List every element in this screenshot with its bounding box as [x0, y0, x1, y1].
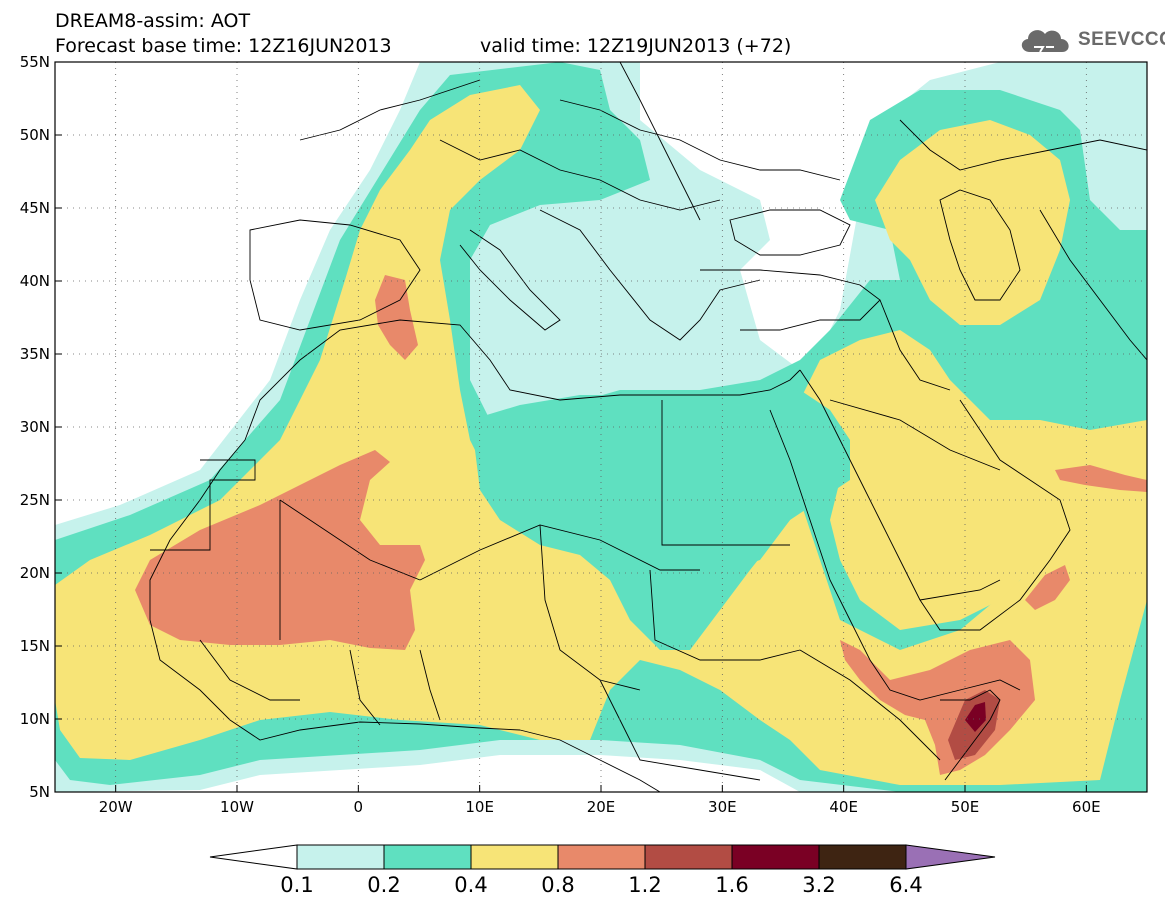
lon-tick-label: 60E: [1072, 798, 1101, 816]
lat-tick-label: 45N: [20, 199, 50, 217]
lon-tick-label: 30E: [708, 798, 737, 816]
lon-tick-label: 20E: [587, 798, 616, 816]
border-west-africa-1: [199, 639, 300, 701]
colorbar-box: [557, 844, 646, 870]
valid-time: valid time: 12Z19JUN2013 (+72): [480, 35, 792, 57]
border-sahel: [419, 524, 700, 581]
coastline-west-africa: [149, 439, 521, 741]
colorbar-label: 6.4: [889, 873, 922, 897]
border-libya-egypt: [661, 400, 790, 546]
colorbar-high-arrow: [905, 844, 996, 870]
colorbar-box: [296, 844, 385, 870]
coastline-gulf-of-guinea: [519, 729, 661, 792]
aot-field-1.6: [965, 702, 986, 732]
lat-tick-label: 20N: [20, 564, 50, 582]
border-iran-east: [1039, 209, 1147, 361]
coastline-iberia: [249, 219, 421, 331]
colorbar-box: [470, 844, 559, 870]
coastline-europe-north: [299, 79, 481, 141]
colorbar-box: [644, 844, 733, 870]
map-title: DREAM8-assim: AOT: [55, 10, 251, 32]
longitude-axis: 20W 10W 0 10E 20E 30E 40E 50E 60E: [99, 785, 1101, 816]
lat-tick-label: 35N: [20, 345, 50, 363]
coastline-north-africa: [244, 319, 801, 441]
lon-tick-label: 0: [354, 798, 364, 816]
colorbar-label: 0.4: [454, 873, 487, 897]
colorbar-label: 1.6: [715, 873, 748, 897]
lon-tick-label: 20W: [99, 798, 133, 816]
coastline-black-sea: [729, 209, 851, 256]
lat-tick-label: 25N: [20, 491, 50, 509]
lat-tick-label: 50N: [20, 126, 50, 144]
border-europe-2: [559, 99, 841, 181]
coastline-balkans: [539, 209, 761, 341]
lon-tick-label: 50E: [951, 798, 980, 816]
aot-field-0.8-gulf: [1055, 465, 1147, 492]
colorbar-box: [731, 844, 820, 870]
lat-tick-label: 10N: [20, 710, 50, 728]
lat-tick-label: 30N: [20, 418, 50, 436]
border-west-africa-2: [349, 649, 381, 726]
border-saudi-yemen: [919, 579, 1001, 601]
lon-tick-label: 10W: [220, 798, 254, 816]
colorbar-label: 0.2: [367, 873, 400, 897]
lat-tick-label: 15N: [20, 637, 50, 655]
aot-field-0.4-arabia: [800, 330, 1147, 630]
colorbar-label: 0.1: [280, 873, 313, 897]
graticule: [55, 62, 1147, 792]
colorbar-low-arrow: [209, 844, 298, 870]
border-sudan: [649, 569, 801, 661]
aot-field-0.8-horn: [840, 640, 1035, 775]
seevccc-logo: SEEVCCC: [1016, 22, 1165, 58]
coastline-italy: [459, 229, 561, 331]
lat-tick-label: 5N: [29, 783, 50, 801]
border-iran-iraq: [879, 299, 951, 391]
colorbar-label: 3.2: [802, 873, 835, 897]
logo-text: SEEVCCC: [1078, 29, 1165, 50]
colorbar-box: [383, 844, 472, 870]
coastline-arabia: [799, 369, 1071, 631]
coastline-caspian: [939, 189, 1021, 301]
cloud-icon: [1021, 30, 1069, 53]
border-ethiopia: [799, 649, 941, 761]
border-west-africa-3: [419, 649, 441, 721]
coastline-red-sea: [769, 409, 1021, 701]
lon-tick-label: 10E: [465, 798, 494, 816]
coastline-horn: [940, 689, 1001, 781]
colorbar: 0.1 0.2 0.4 0.8 1.2 1.6 3.2 6.4: [209, 844, 996, 897]
aot-field-0.2-libya: [470, 390, 850, 650]
border-central-africa: [599, 679, 761, 781]
lat-tick-label: 55N: [20, 53, 50, 71]
forecast-base-time: Forecast base time: 12Z16JUN2013: [55, 35, 392, 57]
country-borders: [149, 62, 1147, 792]
border-russia-kazakh: [899, 119, 1147, 171]
colorbar-label: 1.2: [628, 873, 661, 897]
border-western-sahara: [150, 459, 256, 551]
border-niger-chad: [539, 524, 641, 691]
colorbar-box: [818, 844, 907, 870]
lon-tick-label: 40E: [829, 798, 858, 816]
latitude-axis: 5N 10N 15N 20N 25N 30N 35N 40N 45N 50N 55N: [20, 53, 62, 801]
aot-field-0.4-caspian: [875, 120, 1070, 325]
aot-field-0.8-oman: [1025, 565, 1070, 610]
aot-contour-fields: [55, 62, 1147, 792]
border-europe-3: [619, 62, 701, 221]
aot-field-0.8-algeria: [375, 275, 418, 360]
border-arabia-north: [829, 399, 1001, 471]
colorbar-label: 0.8: [541, 873, 574, 897]
lat-tick-label: 40N: [20, 272, 50, 290]
